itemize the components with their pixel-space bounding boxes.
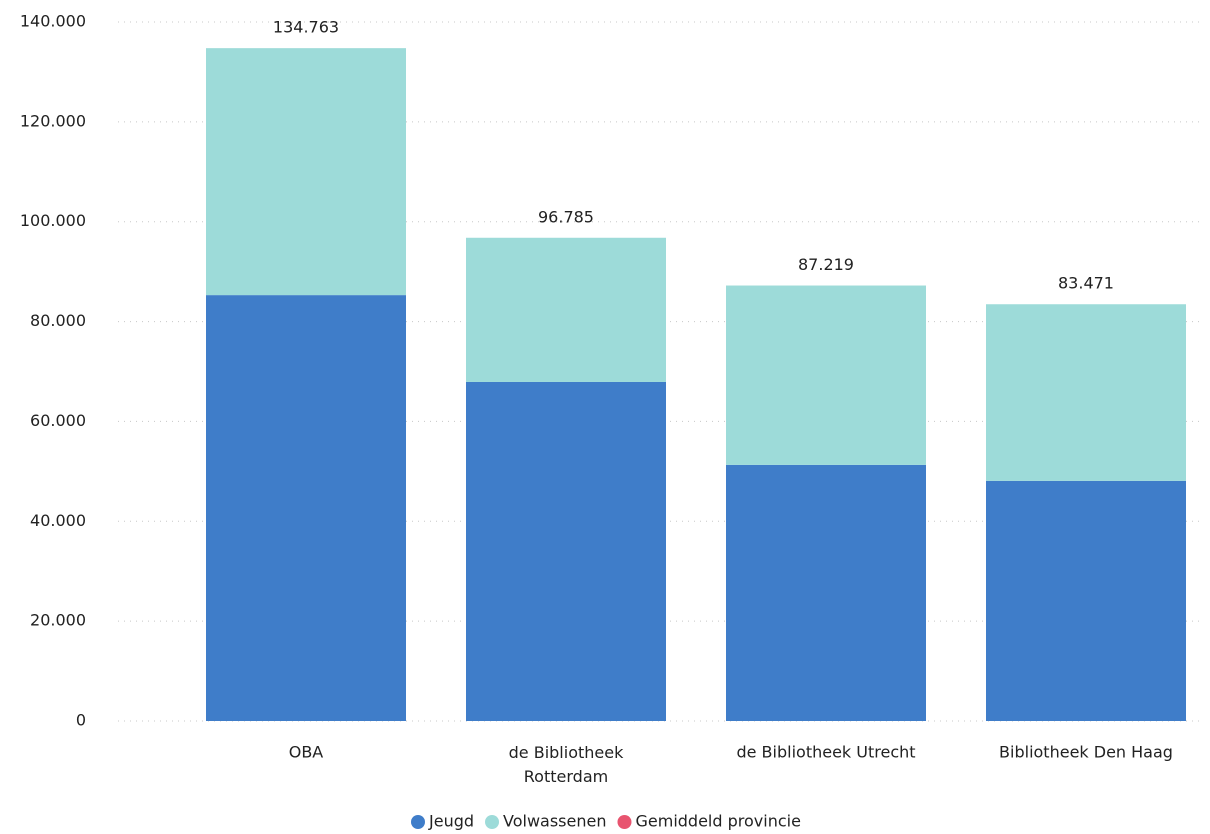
y-tick-label: 100.000 (20, 211, 86, 230)
x-tick-label: de Bibliotheek Rotterdam (509, 743, 624, 786)
y-tick-label: 0 (76, 711, 86, 730)
x-tick-label-line: Rotterdam (524, 767, 608, 786)
bar-segment (726, 464, 926, 721)
bar-segment (466, 237, 666, 382)
bar-segment (206, 48, 406, 296)
y-tick-label: 140.000 (20, 12, 86, 31)
y-tick-label: 20.000 (30, 611, 86, 630)
y-tick-label: 80.000 (30, 311, 86, 330)
y-tick-label: 60.000 (30, 411, 86, 430)
legend-marker (411, 815, 425, 829)
bar-segment (466, 381, 666, 721)
total-label: 83.471 (1058, 274, 1114, 293)
legend-marker (485, 815, 500, 829)
legend-label: Volwassenen (503, 812, 606, 831)
x-tick-label-line: de Bibliotheek (509, 743, 624, 762)
legend-marker (617, 815, 632, 829)
x-tick-label: de Bibliotheek Utrecht (736, 743, 915, 762)
bar-segment (206, 295, 406, 721)
legend-label: Gemiddeld provincie (635, 812, 800, 831)
bar-segment (986, 304, 1186, 481)
total-label: 87.219 (798, 255, 854, 274)
x-tick-label: OBA (289, 743, 324, 762)
total-label: 134.763 (273, 18, 339, 37)
y-tick-label: 120.000 (20, 111, 86, 130)
y-tick-label: 40.000 (30, 511, 86, 530)
bar-segment (726, 285, 926, 465)
x-tick-label: Bibliotheek Den Haag (999, 743, 1173, 762)
legend-label: Jeugd (428, 812, 474, 831)
bar-segment (986, 480, 1186, 721)
total-label: 96.785 (538, 207, 594, 226)
